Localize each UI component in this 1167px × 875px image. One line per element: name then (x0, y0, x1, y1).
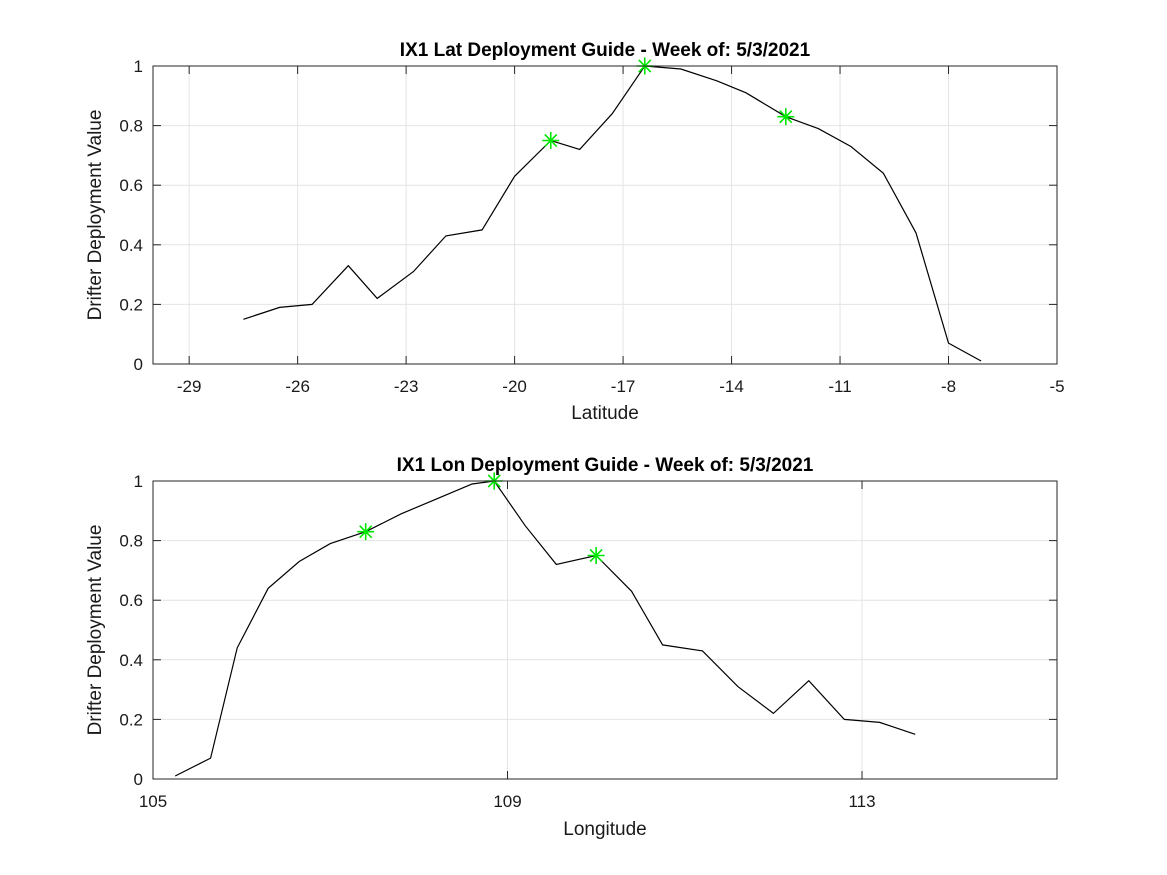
x-tick-label: -8 (941, 377, 956, 396)
bottom-chart: 105 109 113 0 0.2 0.4 0.6 0.8 1 IX1 Lon Deployme… (85, 455, 1058, 840)
x-tick-label: -23 (394, 377, 419, 396)
bottom-tick-labels: 105 109 113 0 0.2 0.4 0.6 0.8 1 (119, 472, 875, 811)
bottom-chart-title: IX1 Lon Deployment Guide - Week of: 5/3/… (397, 455, 814, 476)
x-tick-label: -29 (177, 377, 202, 396)
x-tick-label: -5 (1049, 377, 1064, 396)
bottom-axes-box (152, 480, 1058, 780)
top-markers (542, 57, 795, 149)
x-tick-label: -11 (828, 377, 851, 396)
x-tick-label: 113 (848, 792, 875, 811)
top-x-axis-label: Latitude (571, 403, 639, 424)
y-tick-label: 0 (134, 355, 143, 374)
top-series-line (243, 65, 982, 362)
y-tick-label: 1 (134, 57, 143, 76)
top-tick-labels: -29 -26 -23 -20 -17 -14 -11 -8 -5 0 0.2 0.4 0.6 0.8 1 (119, 57, 1064, 396)
y-tick-label: 0.2 (119, 295, 143, 314)
top-plot-area (153, 66, 1057, 364)
y-tick-label: 0.8 (119, 117, 143, 136)
bottom-y-axis-label: Drifter Deployment Value (85, 525, 106, 736)
bottom-series-line (174, 480, 916, 777)
y-tick-label: 0.4 (119, 651, 143, 670)
y-tick-label: 0 (134, 770, 143, 789)
top-chart: -29 -26 -23 -20 -17 -14 -11 -8 -500.20.40.60.81 … (85, 40, 1065, 424)
y-tick-label: 0.6 (119, 176, 143, 195)
star-marker (542, 132, 560, 149)
y-tick-label: 0.2 (119, 710, 143, 729)
top-ticks (153, 65, 1058, 365)
x-tick-label: -20 (502, 377, 527, 396)
bottom-ticks (152, 480, 1057, 780)
y-tick-label: 0.6 (119, 591, 143, 610)
top-y-axis-label: Drifter Deployment Value (85, 110, 106, 321)
x-tick-label: 105 (139, 792, 167, 811)
top-axes-box (152, 65, 1058, 365)
x-tick-label: -17 (611, 377, 636, 396)
x-tick-label: -14 (719, 377, 744, 396)
bottom-x-axis-label: Longitude (563, 819, 646, 840)
x-tick-label: -26 (285, 377, 310, 396)
star-marker (777, 108, 795, 126)
star-marker (357, 523, 375, 541)
star-marker (587, 547, 605, 564)
y-tick-label: 0.4 (119, 236, 143, 255)
y-tick-label: 1 (134, 472, 143, 491)
x-tick-label: 109 (493, 792, 521, 811)
top-chart-title: IX1 Lat Deployment Guide - Week of: 5/3/… (400, 40, 811, 61)
bottom-plot-area (153, 481, 1057, 779)
y-tick-label: 0.8 (119, 532, 143, 551)
